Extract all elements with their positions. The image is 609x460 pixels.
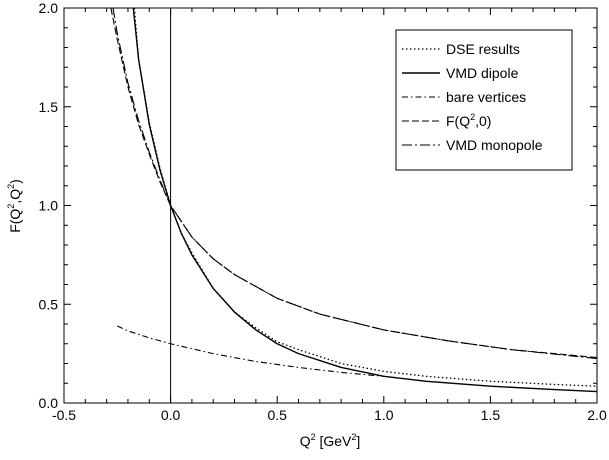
x-axis-title: Q2 [GeV2] [300, 432, 361, 449]
x-tick-label: 2.0 [587, 407, 607, 423]
series-line-vmd-dipole [132, 8, 597, 393]
x-tick-label: 0.0 [161, 407, 181, 423]
y-axis-title: F(Q2,Q2) [6, 179, 23, 233]
series-line-bare-vertices [117, 325, 384, 377]
x-tick-label: 1.5 [481, 407, 501, 423]
x-tick-label: 0.5 [267, 407, 287, 423]
legend-label-f-q2-0: F(Q2,0) [446, 112, 491, 129]
y-tick-label: 0.0 [39, 395, 59, 411]
legend-box [395, 29, 573, 171]
x-tick-label: -0.5 [52, 407, 76, 423]
legend-label-vmd-monopole: VMD monopole [446, 137, 543, 153]
legend-label-vmd-dipole: VMD dipole [446, 65, 519, 81]
legend-samples [402, 48, 440, 146]
axis-ticks: -0.5 0.0 0.5 1.0 1.5 2.00.00.51.01.52.0 [39, 0, 607, 423]
y-tick-label: 1.0 [39, 198, 59, 214]
series-line-vmd-monopole [112, 8, 597, 360]
legend: DSE results VMD dipole bare vertices F(Q… [395, 29, 573, 171]
y-tick-label: 2.0 [39, 0, 59, 16]
y-tick-label: 1.5 [39, 99, 59, 115]
legend-label-bare-vertices: bare vertices [446, 89, 526, 105]
series-layer [110, 8, 597, 393]
x-tick-label: 1.0 [374, 407, 394, 423]
y-tick-label: 0.5 [39, 296, 59, 312]
legend-label-dse-results: DSE results [446, 41, 520, 57]
